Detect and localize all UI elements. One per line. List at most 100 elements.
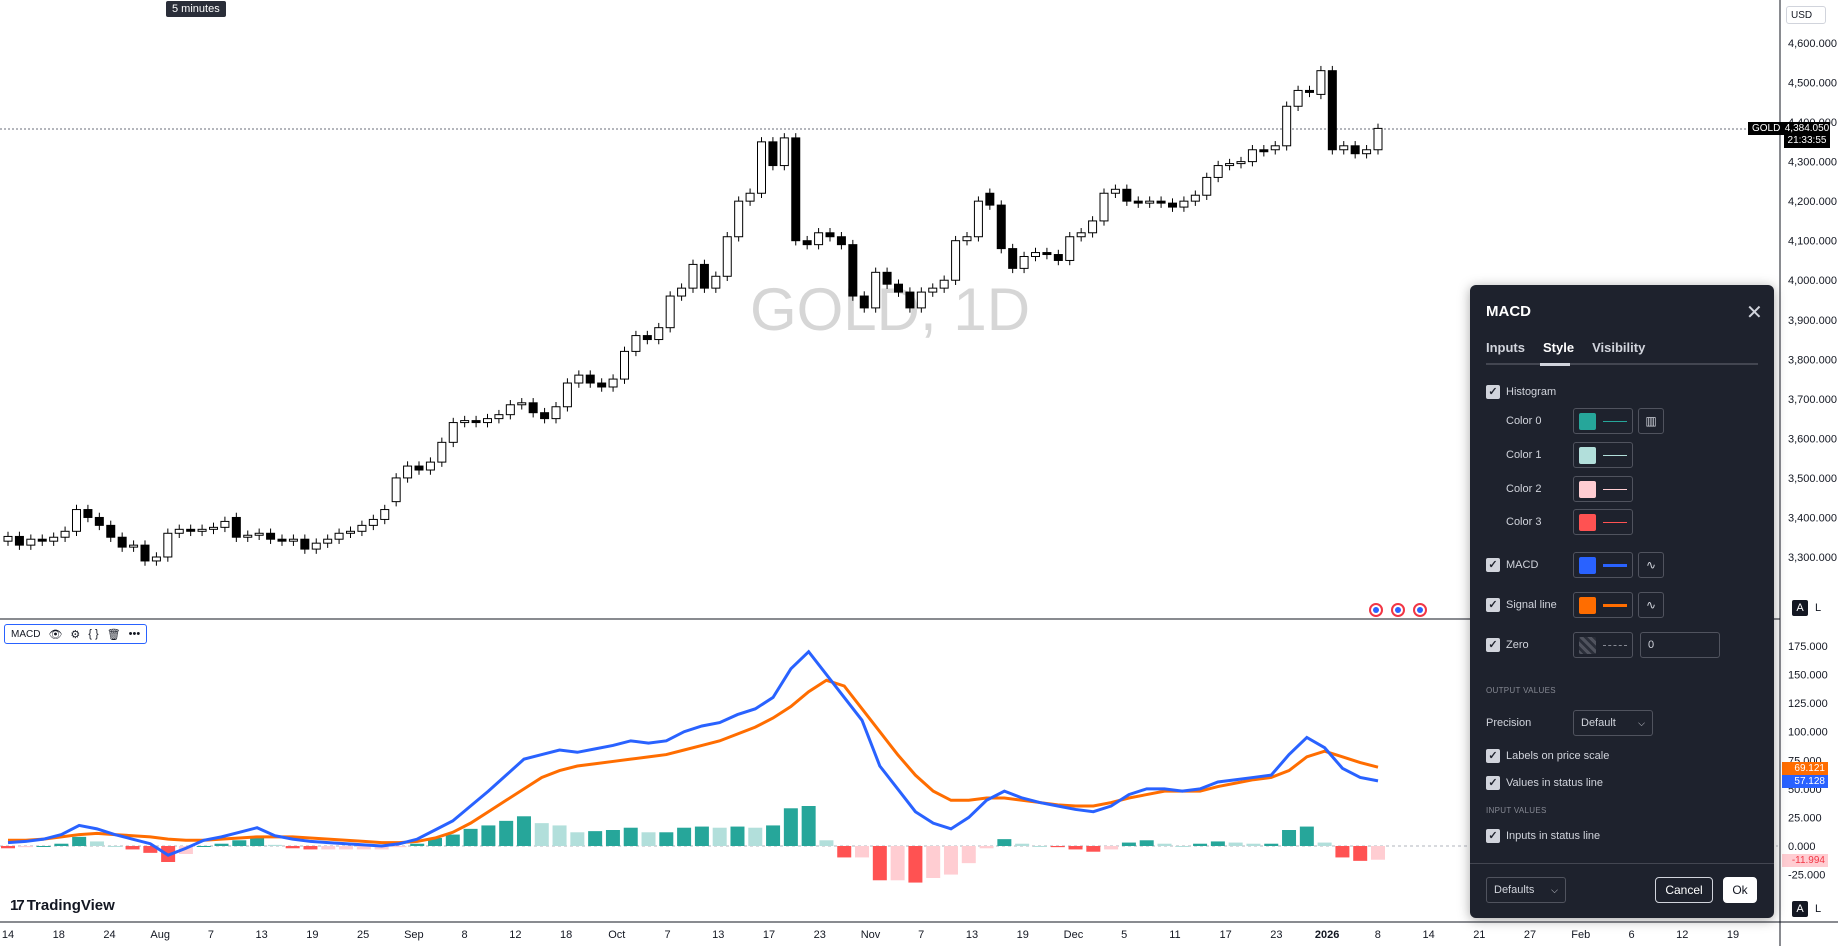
histogram-bar [285, 846, 300, 849]
time-axis[interactable]: 14 18 24 Aug 7 13 19 25 Sep 8 12 18 Oct 7 13 17 23 Nov 7 13… [2, 929, 1739, 941]
histogram-bar [481, 825, 496, 846]
signal-color-picker[interactable] [1573, 592, 1633, 618]
zero-value-input[interactable]: 0 [1640, 632, 1720, 658]
time-axis-label: 17 [763, 929, 775, 941]
candle [722, 231, 732, 282]
color3-swatch [1579, 514, 1596, 531]
candle [3, 531, 13, 546]
dialog-footer-divider [1470, 863, 1774, 864]
time-axis-label: 13 [966, 929, 978, 941]
indicator-legend[interactable]: MACD 👁 ⚙ { } 🗑 ••• [4, 624, 148, 644]
ok-button[interactable]: Ok [1723, 877, 1757, 903]
color0-picker[interactable] [1573, 408, 1633, 434]
histogram-bar [36, 846, 51, 847]
histogram-bar [445, 834, 460, 846]
line-style-icon[interactable]: ∿ [1638, 592, 1664, 618]
labels-on-price-scale-checkbox[interactable]: ✓ [1486, 749, 1500, 763]
candle [471, 415, 481, 428]
candle [1305, 85, 1314, 98]
eye-icon[interactable]: 👁 [48, 628, 63, 641]
candle [1316, 65, 1326, 100]
color1-swatch [1579, 447, 1596, 464]
color2-picker[interactable] [1573, 476, 1633, 502]
values-in-status-line-checkbox[interactable]: ✓ [1486, 776, 1500, 790]
histogram-bar [997, 839, 1012, 846]
histogram-bar [1086, 846, 1101, 852]
histogram-bar [1335, 846, 1350, 858]
time-axis-label: 18 [53, 929, 65, 941]
defaults-select[interactable]: Defaults ⌵ [1486, 877, 1566, 903]
macd-axis-label: 0.000 [1788, 841, 1816, 853]
auto-scale-button[interactable]: A [1792, 600, 1808, 616]
time-axis-label: 27 [1524, 929, 1536, 941]
event-flag-icon[interactable] [1369, 603, 1383, 617]
candle [391, 473, 401, 507]
tradingview-logo[interactable]: 17 TradingView [10, 897, 115, 914]
macd-axis-label: 150.000 [1788, 670, 1828, 682]
color2-line [1603, 489, 1627, 490]
histogram-bar [926, 846, 941, 878]
signal-line-checkbox[interactable]: ✓ [1486, 598, 1500, 612]
macd-checkbox[interactable]: ✓ [1486, 558, 1500, 572]
precision-select[interactable]: Default ⌵ [1573, 710, 1653, 736]
tab-style[interactable]: Style [1543, 340, 1575, 355]
cancel-button[interactable]: Cancel [1655, 877, 1713, 903]
candle [859, 291, 869, 313]
more-icon[interactable]: ••• [128, 628, 141, 640]
candle [608, 374, 618, 392]
histogram-style-icon[interactable]: ▥ [1638, 408, 1664, 434]
zero-checkbox[interactable]: ✓ [1486, 638, 1500, 652]
candle [1065, 231, 1075, 266]
color3-line [1603, 522, 1627, 523]
macd-color-picker[interactable] [1573, 552, 1633, 578]
histogram-bar [54, 843, 69, 846]
line-style-icon[interactable]: ∿ [1638, 552, 1664, 578]
histogram-bar [1121, 842, 1136, 846]
tab-inputs[interactable]: Inputs [1486, 340, 1525, 355]
histogram-bar [178, 846, 193, 854]
histogram-bar [1104, 846, 1119, 850]
color0-label: Color 0 [1506, 415, 1542, 427]
histogram-bar [979, 846, 994, 849]
time-axis-label: 24 [103, 929, 115, 941]
zero-color-picker[interactable] [1573, 632, 1633, 658]
price-axis[interactable]: 4,600.0004,500.0004,400.0004,300.0004,20… [1788, 38, 1837, 564]
signal-line [8, 678, 1379, 845]
color1-picker[interactable] [1573, 442, 1633, 468]
currency-selector[interactable]: USD [1786, 6, 1826, 24]
zero-line-sample [1603, 645, 1627, 646]
time-axis-label: 14 [1422, 929, 1434, 941]
candle [574, 370, 584, 388]
histogram-bar [250, 836, 265, 846]
color3-picker[interactable] [1573, 509, 1633, 535]
close-icon[interactable]: ✕ [1746, 302, 1763, 324]
event-flag-icon[interactable] [1413, 603, 1427, 617]
histogram-bar [1299, 826, 1314, 846]
auto-scale-button-macd[interactable]: A [1792, 901, 1808, 917]
histogram-bar [463, 828, 478, 846]
histogram-bar [1015, 843, 1030, 846]
defaults-label: Defaults [1494, 884, 1535, 896]
gear-icon[interactable]: ⚙ [70, 628, 81, 641]
candle [939, 275, 949, 293]
candle [1190, 190, 1200, 206]
input-values-header: INPUT VALUES [1486, 806, 1547, 815]
trash-icon[interactable]: 🗑 [106, 628, 121, 641]
histogram-bar [890, 846, 905, 881]
brand-name: TradingView [26, 897, 115, 914]
histogram-bar [72, 836, 87, 846]
event-flag-icon[interactable] [1391, 603, 1405, 617]
log-scale-button-macd[interactable]: L [1810, 901, 1826, 917]
code-braces-icon[interactable]: { } [88, 628, 99, 640]
time-axis-label: 19 [1017, 929, 1029, 941]
candle [1031, 247, 1040, 262]
bar-countdown: 21:33:55 [1787, 135, 1827, 146]
histogram-checkbox[interactable]: ✓ [1486, 385, 1500, 399]
histogram-bar [855, 846, 870, 858]
candle [517, 398, 527, 410]
histogram-bar [588, 831, 603, 846]
inputs-in-status-line-checkbox[interactable]: ✓ [1486, 829, 1500, 843]
log-scale-button[interactable]: L [1810, 600, 1826, 616]
tab-visibility[interactable]: Visibility [1592, 340, 1646, 355]
